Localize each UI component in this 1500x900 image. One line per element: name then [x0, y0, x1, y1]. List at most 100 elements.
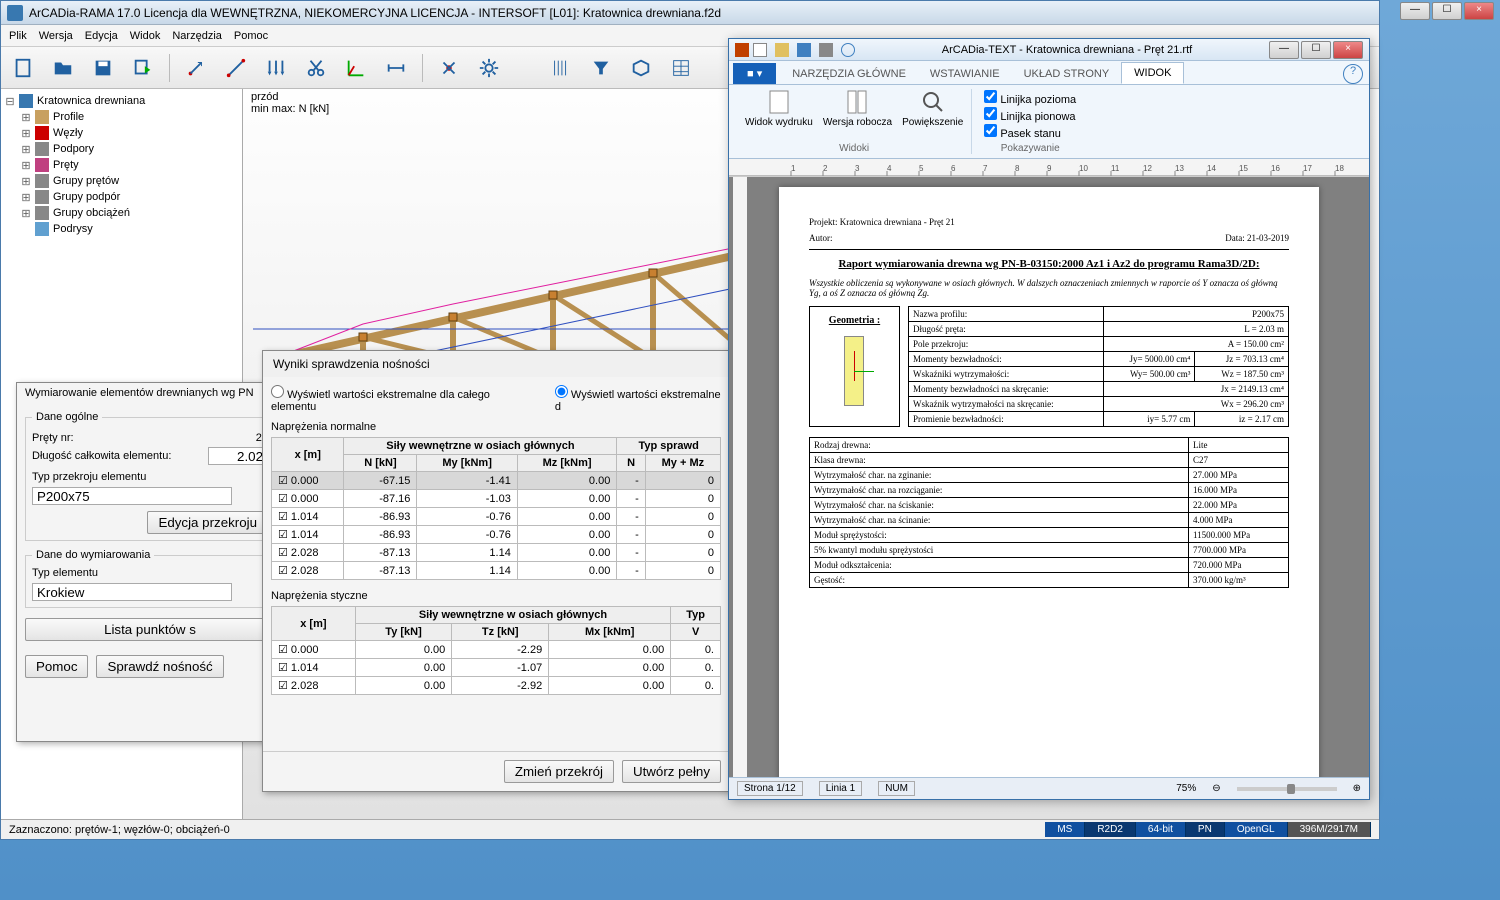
zmien-przekroj-button[interactable]: Zmień przekrój [504, 760, 614, 783]
tab-narzedzia[interactable]: NARZĘDZIA GŁÓWNE [780, 64, 918, 84]
edit-section-button[interactable]: Edycja przekroju [147, 511, 268, 534]
table-row[interactable]: ☑ 2.028-87.131.140.00-0 [272, 544, 721, 562]
tool-grid-icon[interactable] [547, 54, 575, 82]
qat-print-icon[interactable] [819, 43, 833, 57]
tab-uklad[interactable]: UKŁAD STRONY [1012, 64, 1122, 84]
tool-table-icon[interactable] [667, 54, 695, 82]
results-title: Wyniki sprawdzenia nośności [263, 351, 729, 377]
tool-load-icon[interactable] [262, 54, 290, 82]
zoom-slider[interactable] [1237, 787, 1337, 791]
tool-filter-icon[interactable] [587, 54, 615, 82]
table-row[interactable]: ☑ 0.000-67.15-1.410.00-0 [272, 472, 721, 490]
rib-print-view-button[interactable]: Widok wydruku [745, 89, 813, 128]
tool-3d-icon[interactable] [627, 54, 655, 82]
chk-linijka-pozioma[interactable]: Linijka pozioma [984, 90, 1076, 106]
tree-profile[interactable]: ⊞Profile [5, 109, 238, 125]
svg-text:15: 15 [1239, 164, 1248, 173]
canvas-label: przód min max: N [kN] [251, 91, 329, 115]
menu-edycja[interactable]: Edycja [85, 30, 118, 42]
qat-undo-icon[interactable] [841, 43, 855, 57]
svg-text:14: 14 [1207, 164, 1216, 173]
tree-grupy-pretow[interactable]: ⊞Grupy prętów [5, 173, 238, 189]
tree-grupy-obciazen[interactable]: ⊞Grupy obciążeń [5, 205, 238, 221]
dimensioning-dialog: Wymiarowanie elementów drewnianych wg PN… [16, 382, 284, 742]
svg-text:8: 8 [1015, 164, 1020, 173]
outer-min-button[interactable]: — [1400, 2, 1430, 20]
menu-pomoc[interactable]: Pomoc [234, 30, 268, 42]
tool-node-icon[interactable] [182, 54, 210, 82]
tool-dim-icon[interactable] [382, 54, 410, 82]
tw-file-button[interactable]: ■ ▾ [733, 63, 776, 84]
qat-save-icon[interactable] [797, 43, 811, 57]
geometry-figure: Geometria : [809, 306, 900, 427]
table-row[interactable]: ☑ 1.014-86.93-0.760.00-0 [272, 526, 721, 544]
radio-extremal-d[interactable]: Wyświetl wartości ekstremalne d [555, 385, 721, 413]
chk-pasek-stanu[interactable]: Pasek stanu [984, 124, 1076, 140]
pomoc-button[interactable]: Pomoc [25, 655, 88, 678]
qat-open-icon[interactable] [775, 43, 789, 57]
table-row[interactable]: ☑ 0.000-87.16-1.030.00-0 [272, 490, 721, 508]
rib-zoom-button[interactable]: Powiększenie [902, 89, 963, 128]
tw-min-button[interactable]: — [1269, 41, 1299, 59]
table-row[interactable]: ☑ 1.014-86.93-0.760.00-0 [272, 508, 721, 526]
tool-member-icon[interactable] [222, 54, 250, 82]
tool-calc-icon[interactable] [435, 54, 463, 82]
tab-wstawianie[interactable]: WSTAWIANIE [918, 64, 1012, 84]
punktow-button[interactable]: Lista punktów s [25, 618, 275, 641]
element-type-input[interactable] [32, 583, 232, 601]
tool-open-icon[interactable] [49, 54, 77, 82]
tool-save-icon[interactable] [89, 54, 117, 82]
tool-new-icon[interactable] [9, 54, 37, 82]
dim-title: Wymiarowanie elementów drewnianych wg PN [17, 383, 283, 403]
table-row[interactable]: ☑ 2.0280.00-2.920.000. [272, 677, 721, 695]
material-table: Rodzaj drewna:LiteKlasa drewna:C27Wytrzy… [809, 437, 1289, 588]
pill-opengl: OpenGL [1225, 822, 1288, 837]
tw-close-button[interactable]: × [1333, 41, 1363, 59]
tab-widok[interactable]: WIDOK [1121, 62, 1184, 84]
table-row[interactable]: ☑ 2.028-87.131.140.00-0 [272, 562, 721, 580]
radio-extremal-element[interactable]: Wyświetl wartości ekstremalne dla całego… [271, 385, 525, 413]
zoom-in-button[interactable]: ⊕ [1353, 783, 1361, 794]
tree-root[interactable]: ⊟Kratownica drewniana [5, 93, 238, 109]
tree-podpory[interactable]: ⊞Podpory [5, 141, 238, 157]
tool-cut-icon[interactable] [302, 54, 330, 82]
length-input[interactable] [208, 447, 268, 465]
app-icon [7, 5, 23, 21]
tree-wezly[interactable]: ⊞Węzły [5, 125, 238, 141]
menu-widok[interactable]: Widok [130, 30, 161, 42]
tw-max-button[interactable]: ☐ [1301, 41, 1331, 59]
window-title: ArCADia-RAMA 17.0 Licencja dla WEWNĘTRZN… [29, 6, 1373, 20]
status-pills: MS R2D2 64-bit PN OpenGL 396M/2917M [1045, 822, 1371, 837]
tree-prety[interactable]: ⊞Pręty [5, 157, 238, 173]
text-editor-window: ArCADia-TEXT - Kratownica drewniana - Pr… [728, 38, 1370, 800]
menu-wersja[interactable]: Wersja [39, 30, 73, 42]
tool-axes-icon[interactable] [342, 54, 370, 82]
outer-max-button[interactable]: ☐ [1432, 2, 1462, 20]
table-row[interactable]: ☑ 0.0000.00-2.290.000. [272, 641, 721, 659]
zoom-out-button[interactable]: ⊖ [1212, 783, 1220, 794]
menu-narzedzia[interactable]: Narzędzia [172, 30, 222, 42]
tool-export-icon[interactable] [129, 54, 157, 82]
outer-close-button[interactable]: × [1464, 2, 1494, 20]
rib-draft-view-button[interactable]: Wersja robocza [823, 89, 892, 128]
help-icon[interactable]: ? [1343, 64, 1363, 84]
outer-window-buttons: — ☐ × [1400, 2, 1494, 20]
sprawdz-button[interactable]: Sprawdź nośność [96, 655, 223, 678]
shear-stress-table: x [m]Siły wewnętrzne w osiach głównychTy… [271, 606, 721, 695]
svg-text:3: 3 [855, 164, 860, 173]
tree-grupy-podpor[interactable]: ⊞Grupy podpór [5, 189, 238, 205]
document-page: Projekt: Kratownica drewniana - Pręt 21 … [779, 187, 1319, 777]
tree-podrysy[interactable]: Podrysy [5, 221, 238, 237]
statusbar: Zaznaczono: prętów-1; węzłów-0; obciążeń… [1, 819, 1379, 839]
tw-page-area[interactable]: Projekt: Kratownica drewniana - Pręt 21 … [729, 177, 1369, 777]
qat-new-icon[interactable] [753, 43, 767, 57]
profile-input[interactable] [32, 487, 232, 505]
pill-pn: PN [1186, 822, 1225, 837]
menu-plik[interactable]: Plik [9, 30, 27, 42]
utworz-pelny-button[interactable]: Utwórz pełny [622, 760, 721, 783]
table-row[interactable]: ☑ 1.0140.00-1.070.000. [272, 659, 721, 677]
tool-gear-icon[interactable] [475, 54, 503, 82]
chk-linijka-pionowa[interactable]: Linijka pionowa [984, 107, 1076, 123]
tw-tabs: ■ ▾ NARZĘDZIA GŁÓWNE WSTAWIANIE UKŁAD ST… [729, 61, 1369, 85]
geometry-table: Nazwa profilu:P200x75Długość pręta:L = 2… [908, 306, 1289, 427]
